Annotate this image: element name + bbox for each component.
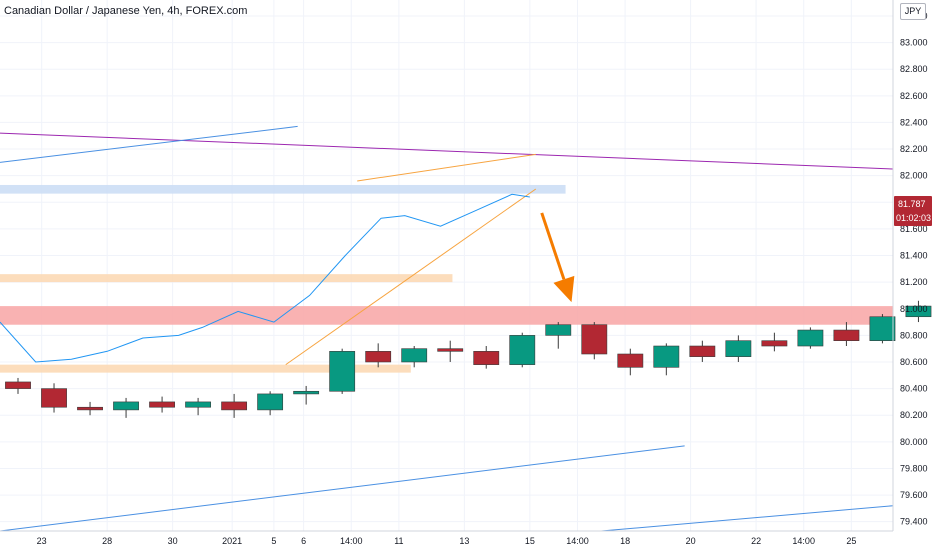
candle-15[interactable] [545,324,572,336]
candle-19[interactable] [689,345,716,357]
candle-23[interactable] [833,329,860,341]
candle-16[interactable] [581,324,608,355]
demand-zone-upper[interactable] [0,274,453,283]
x-tick-label-5: 6 [301,536,306,546]
candle-5[interactable] [185,401,212,408]
x-tick-label-7: 11 [394,536,403,546]
moving-average [0,193,530,363]
candle-24[interactable] [869,316,896,341]
countdown-label: 01:02:03 [896,213,931,223]
y-tick-label-16: 82.600 [900,91,928,101]
candle-2[interactable] [77,406,103,411]
x-tick-label-1: 28 [102,536,112,546]
forecast-arrow [540,212,575,303]
y-tick-label-3: 80.000 [900,437,928,447]
x-tick-label-14: 14:00 [792,536,815,546]
y-tick-label-6: 80.600 [900,357,928,367]
zones [0,184,893,373]
x-tick-label-3: 2021 [222,536,242,546]
candle-22[interactable] [797,329,824,347]
x-tick-label-12: 20 [686,536,696,546]
x-tick-label-11: 18 [620,536,630,546]
last-price-badge [894,196,932,227]
y-tick-label-13: 82.000 [900,171,928,181]
upper-trend-line[interactable] [0,125,298,163]
x-tick-label-4: 5 [271,536,276,546]
x-tick-label-2: 30 [168,536,178,546]
wedge-upper-line[interactable] [357,153,536,182]
candles [5,300,932,418]
candle-14[interactable] [509,335,536,365]
y-tick-label-17: 82.800 [900,64,928,74]
resistance-line[interactable] [0,132,894,170]
blue-zone[interactable] [0,184,566,194]
candle-13[interactable] [473,351,500,365]
y-axis: 79.400 79.600 79.800 80.000 80.200 80.400 80.6… [900,11,928,527]
y-tick-label-4: 80.200 [900,410,928,420]
candle-8[interactable] [293,390,320,395]
moving-average-line [0,193,530,363]
last-price-label: 81.787 [898,199,926,209]
candle-6[interactable] [221,401,248,411]
candle-17[interactable] [617,353,644,368]
x-tick-label-9: 15 [525,536,535,546]
currency-badge[interactable]: JPY [900,3,926,20]
candle-18[interactable] [653,345,680,368]
x-axis: 23 28 30 2021 5 6 14:00 11 13 15 14:00 18 20 22 14:00 2… [37,536,857,546]
candle-11[interactable] [401,348,428,363]
x-tick-label-8: 13 [459,536,469,546]
candle-21[interactable] [761,340,788,347]
candle-10[interactable] [365,351,392,363]
lower-trend-line-1[interactable] [0,445,685,532]
axes [0,0,894,532]
y-tick-label-9: 81.200 [900,277,928,287]
y-tick-label-7: 80.800 [900,330,928,340]
candle-4[interactable] [149,401,175,408]
supply-zone[interactable] [0,306,893,325]
candle-1[interactable] [41,388,67,408]
x-tick-label-0: 23 [37,536,47,546]
price-badges: 81.787 01:02:03 [894,196,932,227]
forecast-arrow-head[interactable] [553,275,575,303]
candle-20[interactable] [725,340,752,357]
y-tick-label-2: 79.800 [900,463,928,473]
y-tick-label-15: 82.400 [900,117,928,127]
x-tick-label-6: 14:00 [340,536,363,546]
y-tick-label-11: 81.600 [900,224,928,234]
x-tick-label-13: 22 [751,536,761,546]
y-tick-label-8: 81.000 [900,304,928,314]
candle-25[interactable] [905,305,932,318]
candle-7[interactable] [257,393,284,411]
lower-trend-line-2[interactable] [601,505,894,532]
candle-12[interactable] [437,348,464,352]
y-tick-label-18: 83.000 [900,38,928,48]
candle-3[interactable] [113,401,139,411]
y-tick-label-0: 79.400 [900,517,928,527]
y-tick-label-5: 80.400 [900,384,928,394]
x-tick-label-10: 14:00 [566,536,589,546]
y-tick-label-1: 79.600 [900,490,928,500]
y-tick-label-10: 81.400 [900,251,928,261]
forecast-arrow-shaft[interactable] [540,212,566,280]
demand-zone-lower[interactable] [0,364,411,373]
candle-9[interactable] [329,351,356,392]
wedge-lower-line[interactable] [285,188,537,366]
chart-title: Canadian Dollar / Japanese Yen, 4h, FORE… [4,5,248,17]
y-tick-label-14: 82.200 [900,144,928,154]
trend-lines [0,125,894,532]
grid [0,0,893,531]
x-tick-label-15: 25 [846,536,856,546]
candle-0[interactable] [5,381,31,389]
